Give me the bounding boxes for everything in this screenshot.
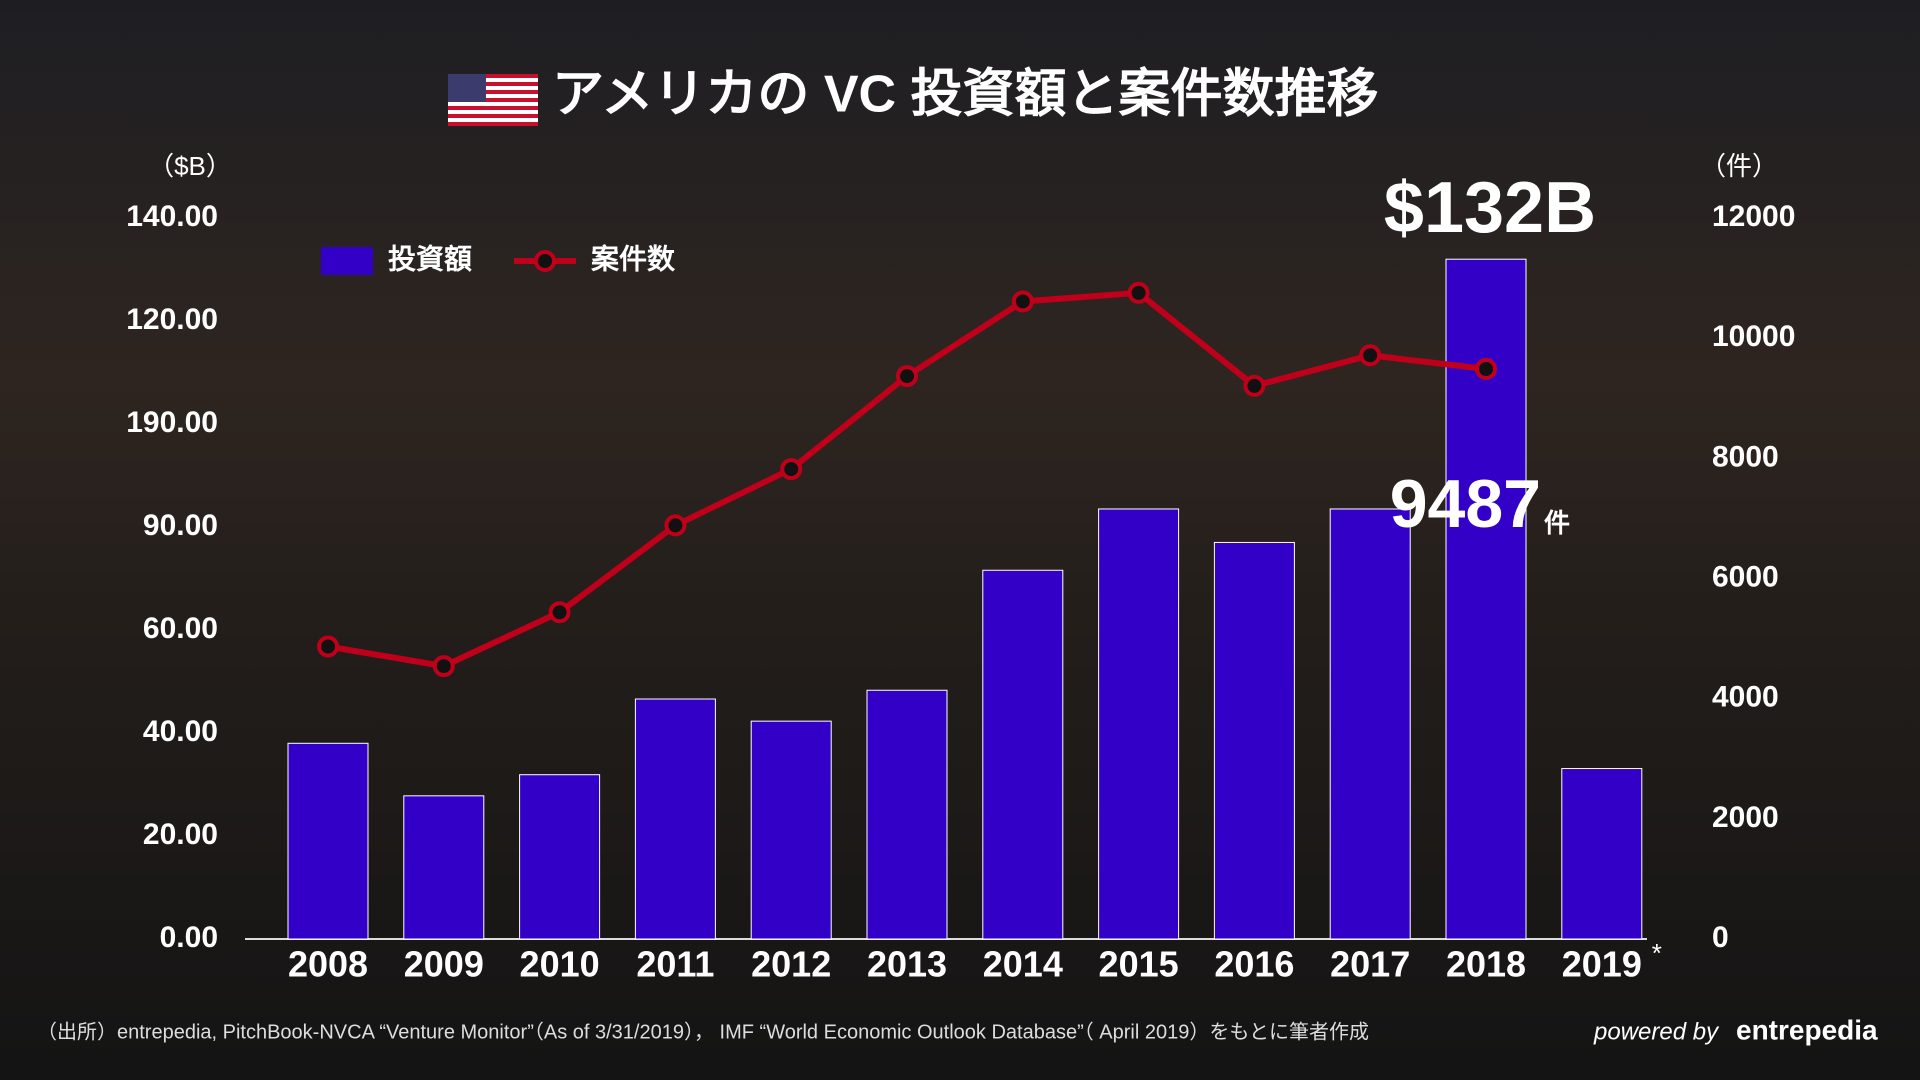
- bar: [1098, 508, 1180, 940]
- x-tick-label: 2011: [636, 944, 714, 985]
- bar: [1213, 541, 1295, 940]
- flag: [448, 74, 538, 126]
- data-label: 9487: [1390, 466, 1541, 542]
- y2-tick-label: 0: [1712, 921, 1729, 954]
- y-tick-label: 0.00: [160, 921, 218, 954]
- source-note: （出所）entrepedia, PitchBook-NVCA “Venture …: [37, 1020, 1369, 1043]
- bar: [866, 689, 948, 940]
- x-tick-label: 2013: [867, 944, 947, 985]
- bar: [403, 795, 485, 940]
- line-marker: [1011, 290, 1034, 313]
- line-marker: [1359, 344, 1382, 367]
- legend-label: 投資額: [388, 242, 472, 274]
- y-tick-label: 140.00: [126, 200, 218, 233]
- chart-title: アメリカの VC 投資額と案件数推移: [552, 66, 1379, 124]
- bar: [634, 698, 716, 940]
- y2-tick-label: 8000: [1712, 440, 1779, 473]
- x-tick-label: 2018: [1446, 944, 1526, 985]
- bar: [519, 774, 601, 940]
- legend-label: 案件数: [591, 242, 676, 274]
- x-tick-label: 2015: [1099, 944, 1179, 985]
- y2-axis-label: （件）: [1700, 151, 1778, 181]
- x-tick-label: 2012: [751, 944, 831, 985]
- x-tick-label: 2016: [1214, 944, 1294, 985]
- bar: [982, 569, 1064, 940]
- bar: [750, 720, 832, 940]
- line-marker: [1243, 374, 1266, 397]
- y-tick-label: 20.00: [143, 818, 218, 851]
- line-marker: [1475, 357, 1497, 380]
- y2-tick-label: 12000: [1712, 200, 1795, 233]
- y-tick-label: 90.00: [143, 509, 218, 542]
- line-marker: [780, 458, 803, 481]
- bar: [1329, 508, 1411, 940]
- line-marker: [432, 655, 455, 678]
- category-note: *: [1652, 938, 1662, 968]
- x-tick-label: 2010: [520, 944, 600, 985]
- x-tick-label: 2017: [1330, 944, 1410, 985]
- y2-tick-label: 2000: [1712, 801, 1779, 834]
- y2-tick-label: 4000: [1712, 681, 1779, 714]
- x-tick-label: 2009: [404, 944, 484, 985]
- bar: [1561, 768, 1643, 940]
- x-tick-label: 2014: [983, 944, 1063, 985]
- data-label-unit: 件: [1544, 508, 1570, 538]
- data-label: $132B: [1384, 168, 1596, 248]
- y-tick-label: 60.00: [143, 612, 218, 645]
- line-marker: [1127, 281, 1150, 304]
- powered-by: powered by: [1593, 1018, 1720, 1045]
- line-marker: [896, 365, 918, 388]
- y-tick-label: 190.00: [126, 406, 218, 439]
- legend-marker: [534, 250, 556, 272]
- line-marker: [317, 635, 339, 658]
- brand: entrepedia: [1736, 1014, 1878, 1045]
- line-marker: [664, 514, 687, 537]
- legend-swatch: [321, 247, 373, 275]
- y-axis-label: （$B）: [148, 151, 232, 181]
- bar: [287, 742, 369, 940]
- x-tick-label: 2019: [1562, 944, 1642, 985]
- line-marker: [548, 601, 571, 624]
- y-tick-label: 120.00: [126, 303, 218, 336]
- y2-tick-label: 10000: [1712, 320, 1795, 353]
- y2-tick-label: 6000: [1712, 560, 1779, 593]
- x-tick-label: 2008: [288, 944, 368, 985]
- y-tick-label: 40.00: [143, 715, 218, 748]
